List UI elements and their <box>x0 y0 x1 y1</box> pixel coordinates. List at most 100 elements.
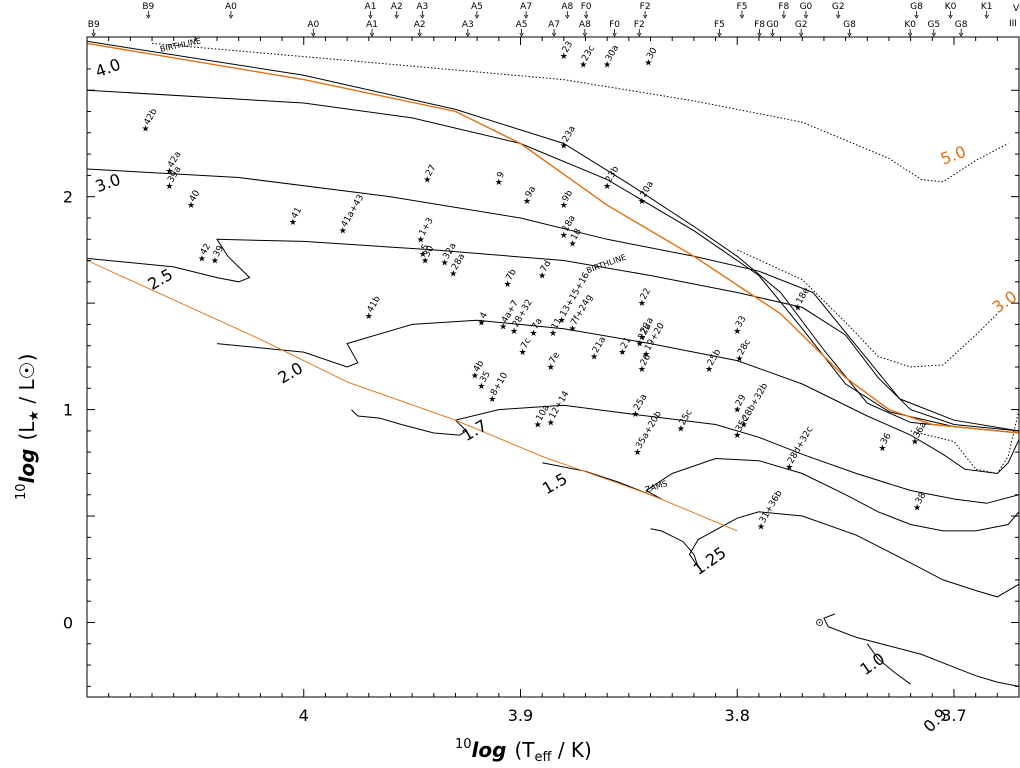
star-marker: ★ <box>558 316 566 326</box>
star-marker: ★ <box>560 231 568 241</box>
star-label: 12+14 <box>548 389 572 421</box>
star-marker: ★ <box>733 406 741 416</box>
row-label-iii: III <box>1009 19 1017 29</box>
track-mass-label: 2.0 <box>275 358 307 387</box>
spectral-arrow-head <box>368 14 373 19</box>
star-label: 5 <box>420 243 432 253</box>
star-marker: ★ <box>677 425 685 435</box>
spectral-arrow-head <box>612 32 617 37</box>
star-marker: ★ <box>165 167 173 177</box>
y-axis-title-sun: ☉ <box>15 361 39 379</box>
spectral-arrow-head <box>642 14 648 19</box>
x-axis-title-sub: eff <box>535 750 553 765</box>
star-marker: ★ <box>198 254 206 264</box>
x-axis: 4 3.9 3.8 3.7 <box>86 37 1020 725</box>
spectral-type-label: A5 <box>471 2 483 12</box>
star-label: 23b <box>604 164 621 184</box>
star-label: 31+36b <box>758 489 785 526</box>
star-marker: ★ <box>495 178 503 188</box>
star-label: 28c <box>736 338 753 357</box>
track-mass-label: 4.0 <box>93 55 123 82</box>
y-axis-title-mid: / L <box>15 378 39 409</box>
spectral-arrow-head <box>914 14 919 19</box>
y-axis-title: 10log (L★ / L☉) <box>14 354 42 500</box>
spectral-type-label: F5 <box>714 20 725 30</box>
track-mass-label: 1.25 <box>690 543 730 579</box>
row-label-v: V <box>1013 4 1020 14</box>
evolutionary-track <box>650 511 1020 598</box>
star-marker: ★ <box>419 250 427 260</box>
isochrone-age-label: 5.0 <box>938 142 968 169</box>
spectral-type-label: A1 <box>366 20 378 30</box>
star-points: ★23★23c★30a★30★42b★23a★42a★39a★40★27★9★9… <box>141 40 929 533</box>
spectral-arrow-head <box>91 32 96 37</box>
star-marker: ★ <box>499 323 507 333</box>
x-tick-label: 4 <box>299 706 309 725</box>
spectral-arrow-head <box>523 14 529 19</box>
star-marker: ★ <box>477 318 485 328</box>
zams-line <box>86 260 738 532</box>
spectral-type-label: F5 <box>737 2 748 12</box>
star-marker: ★ <box>519 348 527 358</box>
isochrone-age-label: 3.0 <box>989 287 1020 317</box>
star-label: 28d+32c <box>786 425 815 466</box>
star-marker: ★ <box>547 363 555 373</box>
y-tick-label: 1 <box>63 401 73 420</box>
star-marker: ★ <box>735 354 743 364</box>
spectral-arrow-head <box>311 32 316 37</box>
star-marker: ★ <box>289 218 297 228</box>
star-marker: ★ <box>633 448 641 458</box>
birthline <box>86 42 1020 434</box>
evolutionary-track <box>542 457 1020 532</box>
spectral-type-label: A5 <box>516 20 528 30</box>
sun-symbol <box>816 619 823 626</box>
spectral-type-label: F2 <box>634 20 645 30</box>
spectral-type-label: F2 <box>640 2 651 12</box>
spectral-type-label: B9 <box>142 2 154 12</box>
spectral-type-label: A8 <box>579 20 591 30</box>
spectral-type-label: G2 <box>795 20 808 30</box>
star-marker: ★ <box>631 410 639 420</box>
x-axis-title-tail: / K) <box>551 738 591 762</box>
evolutionary-track <box>823 613 1020 687</box>
spectral-type-label: A2 <box>414 20 426 30</box>
star-label: 22 <box>639 287 653 302</box>
star-label: 9 <box>496 170 508 180</box>
star-label: 18e <box>795 286 812 306</box>
star-label: 33 <box>734 314 748 329</box>
star-marker: ★ <box>165 182 173 192</box>
star-label: 23c <box>580 44 597 63</box>
star-label: 42b <box>142 107 159 127</box>
x-tick-label: 3.8 <box>725 706 750 725</box>
spectral-type-label: A1 <box>365 2 377 12</box>
spectral-type-label: A7 <box>520 2 532 12</box>
star-label: 23a <box>561 124 578 144</box>
star-marker: ★ <box>568 325 576 335</box>
star-marker: ★ <box>603 182 611 192</box>
spectral-arrow-head <box>908 32 913 37</box>
star-label: 1+3 <box>418 216 436 237</box>
star-marker: ★ <box>878 444 886 454</box>
spectral-type-label: F8 <box>778 2 789 12</box>
spectral-arrow-head <box>781 14 786 19</box>
star-marker: ★ <box>141 125 149 135</box>
star-label: 9a <box>524 185 538 200</box>
x-axis-title: 10log (Teff / K) <box>455 737 592 765</box>
y-tick-label: 2 <box>63 188 73 207</box>
spectral-type-label: A3 <box>416 2 428 12</box>
spectral-type-label: F8 <box>754 20 765 30</box>
track-mass-label: 1.7 <box>459 416 491 445</box>
isochrones <box>151 42 1020 475</box>
spectral-arrow-head <box>146 14 151 19</box>
x-axis-title-sup: 10 <box>455 737 472 752</box>
spectral-arrow-head <box>369 32 375 37</box>
birthline-zams-lines <box>86 42 1020 532</box>
track-mass-label: 3.0 <box>93 170 123 197</box>
evolutionary-track <box>86 89 1020 434</box>
spectral-arrow-head <box>931 32 936 37</box>
star-marker: ★ <box>560 201 568 211</box>
star-marker: ★ <box>705 365 713 375</box>
spectral-arrow-head <box>465 32 470 37</box>
star-label: 42 <box>199 242 213 257</box>
star-marker: ★ <box>590 352 598 362</box>
